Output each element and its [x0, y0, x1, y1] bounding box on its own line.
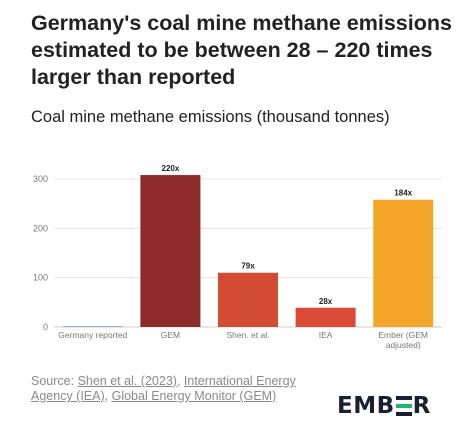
chart-title: Germany's coal mine methane emissions es…	[31, 11, 452, 89]
data-label: 220x	[162, 164, 180, 173]
bar	[218, 272, 278, 327]
ember-logo: EMB R	[337, 392, 431, 420]
source-separator: ,	[104, 389, 112, 403]
category-label-line: adjusted)	[386, 340, 421, 350]
data-label: 79x	[241, 262, 255, 271]
logo-text-right: R	[412, 393, 431, 419]
category-label: GEM	[161, 330, 180, 340]
source-prefix: Source:	[31, 374, 78, 388]
data-label: 184x	[394, 189, 412, 198]
y-tick-label: 200	[33, 223, 48, 233]
category-label: Germany reported	[58, 330, 127, 340]
category-label: Shen. et al.	[226, 330, 269, 340]
data-labels: 220x 79x 28x 184x	[162, 164, 413, 306]
bar-chart: 0 100 200 300 220x 79x 28x 184x Germany report…	[33, 164, 442, 350]
source-link-iea[interactable]: International Energy Agency (IEA)	[31, 374, 296, 403]
bar	[373, 199, 434, 327]
source-link-shen[interactable]: Shen et al. (2023)	[77, 374, 177, 388]
logo-e-mark-icon	[395, 396, 412, 416]
source-note: Source: Shen et al. (2023), Internationa…	[31, 374, 331, 404]
category-label-line: Ember (GEM	[378, 330, 428, 340]
category-label: Ember (GEM adjusted)	[378, 330, 428, 350]
source-link-gem[interactable]: Global Energy Monitor (GEM)	[111, 389, 277, 403]
y-tick-label: 100	[33, 273, 48, 283]
chart-subtitle: Coal mine methane emissions (thousand to…	[31, 108, 390, 126]
category-label-line: IEA	[319, 330, 333, 340]
category-label-line: Shen. et al.	[226, 330, 269, 340]
x-axis-category-labels: Germany reported GEM Shen. et al. IEA Ember …	[58, 330, 428, 350]
bar	[295, 307, 356, 327]
source-separator: ,	[176, 374, 184, 388]
logo-text-left: EMB	[337, 393, 395, 419]
bars	[62, 175, 434, 327]
y-axis-tick-labels: 0 100 200 300	[33, 174, 48, 332]
data-label: 28x	[319, 297, 333, 306]
category-label: IEA	[319, 330, 333, 340]
category-label-line: GEM	[161, 330, 180, 340]
bar	[62, 326, 123, 327]
y-tick-label: 300	[33, 174, 48, 184]
bar	[140, 175, 201, 327]
category-label-line: Germany reported	[58, 330, 127, 340]
y-tick-label: 0	[43, 322, 48, 332]
